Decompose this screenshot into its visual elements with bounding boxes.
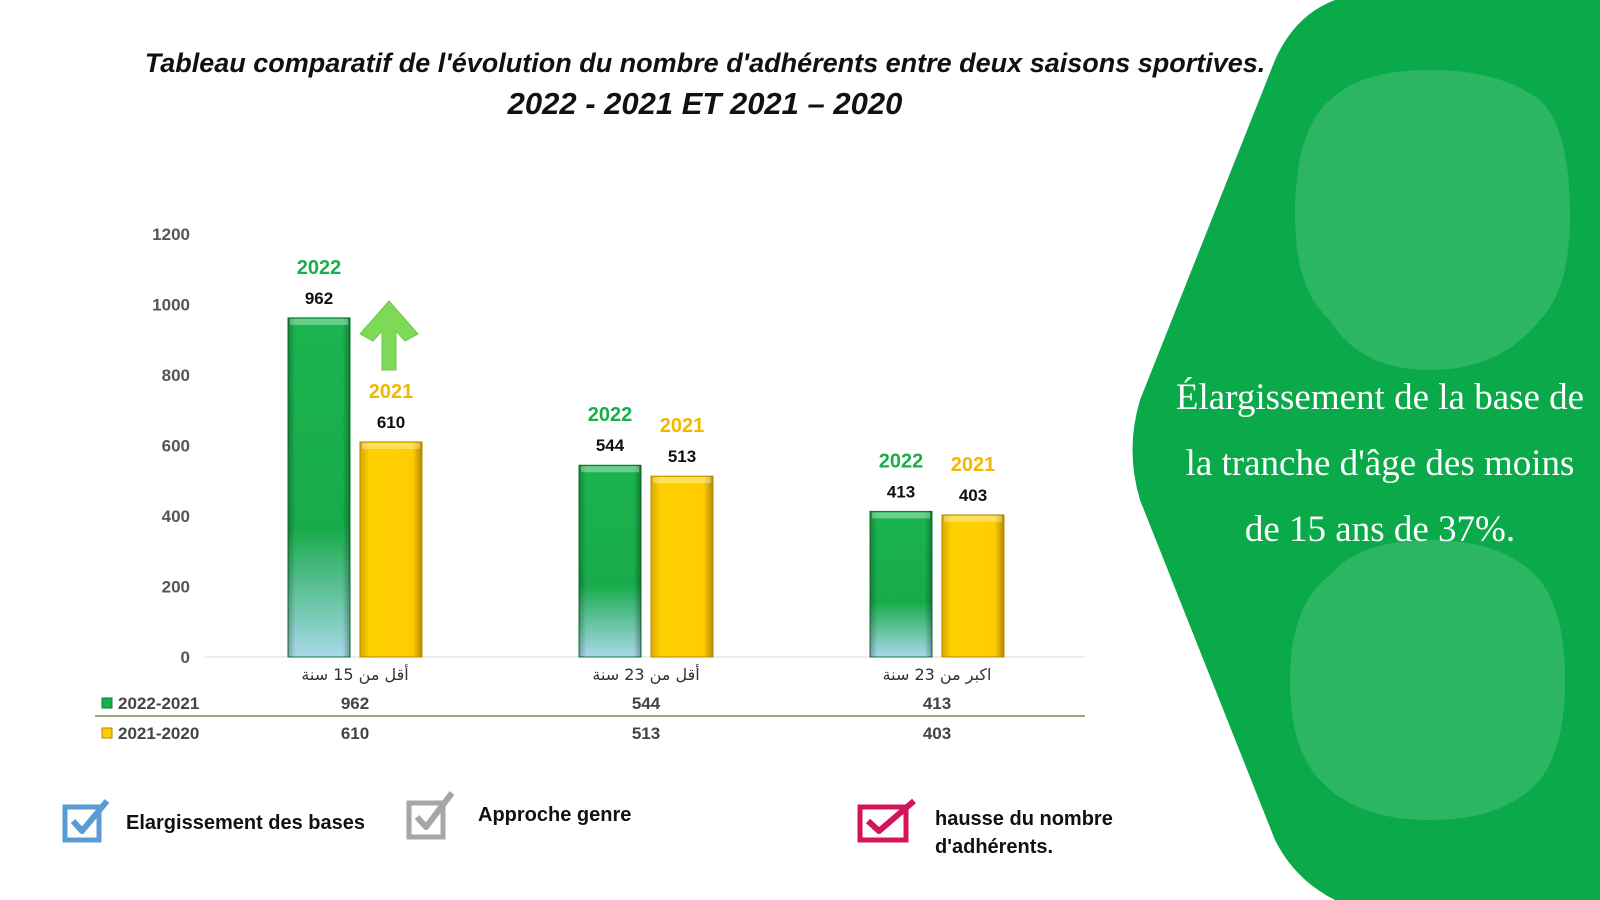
y-tick-label: 600 bbox=[162, 437, 190, 456]
category-label: أقل من 15 سنة bbox=[301, 664, 408, 685]
chart-title: Tableau comparatif de l'évolution du nom… bbox=[60, 44, 1350, 126]
data-table-legend-key bbox=[101, 697, 113, 709]
data-table: 2022-2021 962 544 413 2021-2020 610 513 403 bbox=[95, 694, 1085, 743]
legend-item-hausse: hausse du nombre d'adhérents. bbox=[857, 797, 1135, 861]
chart-title-line2: 2022 - 2021 ET 2021 – 2020 bbox=[507, 86, 903, 121]
data-table-cell: 413 bbox=[923, 694, 951, 713]
bar-shading bbox=[288, 317, 350, 657]
category-label: أقل من 23 سنة bbox=[592, 664, 699, 685]
data-label-value: 513 bbox=[668, 447, 696, 466]
bar-bevel bbox=[872, 512, 930, 519]
legend-label: Approche genre bbox=[478, 804, 632, 826]
checkbox-check-icon bbox=[406, 791, 455, 840]
data-label-year: 2021 bbox=[369, 381, 414, 403]
data-label-value: 610 bbox=[377, 413, 405, 432]
category-labels: أقل من 15 سنة أقل من 23 سنة اكبر من 23 سنة bbox=[301, 664, 991, 685]
data-label-value: 962 bbox=[305, 289, 333, 308]
bar-bevel bbox=[653, 477, 711, 484]
legend-item-elargissement: Elargissement des bases bbox=[62, 797, 365, 843]
data-label-value: 413 bbox=[887, 482, 915, 501]
y-tick-label: 0 bbox=[181, 648, 190, 667]
bars-group bbox=[287, 317, 1005, 658]
side-panel-text: Élargissement de la base de la tranche d… bbox=[1175, 377, 1585, 550]
data-table-series-name: 2021-2020 bbox=[118, 724, 199, 743]
bar-2021 bbox=[941, 514, 1005, 658]
data-table-legend-key bbox=[101, 727, 113, 739]
y-tick-label: 800 bbox=[162, 366, 190, 385]
data-label-year: 2022 bbox=[588, 404, 633, 426]
legend-label: Elargissement des bases bbox=[126, 812, 366, 834]
legend-item-approche-genre: Approche genre bbox=[406, 789, 631, 841]
bar-bevel bbox=[362, 442, 420, 449]
bar-2021 bbox=[359, 441, 423, 658]
category-label: اكبر من 23 سنة bbox=[883, 665, 992, 685]
bar-shading bbox=[579, 465, 641, 657]
checkbox-check-icon bbox=[857, 798, 916, 843]
data-label-year: 2021 bbox=[951, 454, 996, 476]
y-tick-label: 200 bbox=[162, 578, 190, 597]
data-table-cell: 513 bbox=[632, 724, 660, 743]
data-table-series-name: 2022-2021 bbox=[118, 694, 199, 713]
chart-title-line1: Tableau comparatif de l'évolution du nom… bbox=[144, 48, 1266, 78]
legend-label: hausse du nombre d'adhérents. bbox=[935, 808, 1113, 858]
data-label-year: 2022 bbox=[297, 257, 342, 279]
bar-2021 bbox=[650, 475, 714, 658]
bar-bevel bbox=[290, 318, 348, 325]
data-label-value: 403 bbox=[959, 486, 987, 505]
data-table-cell: 962 bbox=[341, 694, 369, 713]
data-label-year: 2022 bbox=[879, 450, 924, 472]
bar-bevel bbox=[581, 466, 639, 473]
up-arrow-icon bbox=[359, 300, 419, 371]
data-label-year: 2021 bbox=[660, 415, 705, 437]
data-labels-group: 962 2022 544 2022 413 2022 610 2021 513 2021 403 20… bbox=[297, 257, 996, 505]
y-tick-label: 1200 bbox=[152, 225, 190, 244]
data-table-cell: 403 bbox=[923, 724, 951, 743]
data-table-cell: 544 bbox=[632, 694, 661, 713]
y-tick-label: 400 bbox=[162, 507, 190, 526]
data-label-value: 544 bbox=[596, 436, 625, 455]
y-axis: 0 200 400 600 800 1000 1200 bbox=[152, 225, 190, 667]
bar-bevel bbox=[944, 515, 1002, 522]
y-tick-label: 1000 bbox=[152, 296, 190, 315]
data-table-cell: 610 bbox=[341, 724, 369, 743]
checkbox-check-icon bbox=[62, 799, 110, 843]
bar-shading bbox=[870, 511, 932, 657]
